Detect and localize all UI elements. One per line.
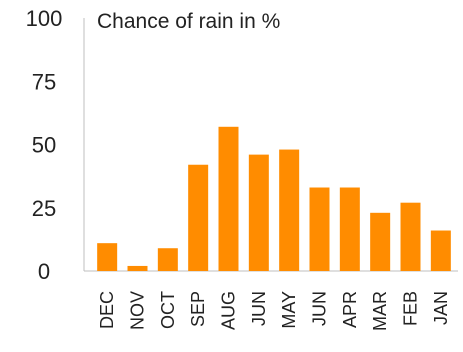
y-tick-label: 0 [38,259,50,284]
bar-feb [400,202,421,271]
bar-dec [97,243,118,271]
bar-jun [248,154,269,271]
x-tick-label: JUN [310,291,330,326]
bar-sep [188,164,209,271]
x-tick-label: JAN [431,291,451,325]
chart-title: Chance of rain in % [97,10,280,33]
x-tick-label: OCT [158,291,178,329]
bar-aug [218,126,239,271]
y-tick-label: 75 [32,69,56,94]
bar-jun [309,187,330,271]
bars [97,126,451,271]
x-tick-label: MAR [370,291,390,331]
x-tick-label: NOV [128,291,148,330]
x-tick-label: JUN [249,291,269,326]
x-tick-label: DEC [97,291,117,329]
bar-may [279,149,300,271]
x-tick-labels: DEC NOV OCT SEP AUG JUN MAY JUN APR MAR FEB JAN [97,291,451,331]
bar-apr [339,187,360,271]
bar-nov [127,265,148,271]
x-tick-label: FEB [401,291,421,326]
y-tick-label: 25 [32,196,56,221]
y-tick-label: 100 [26,6,63,31]
x-tick-label: APR [340,291,360,328]
bar-jan [430,230,451,271]
y-tick-labels: 0 25 50 75 100 [26,6,63,284]
x-tick-label: MAY [279,291,299,329]
y-tick-label: 50 [32,133,56,158]
bar-oct [157,248,178,271]
bar-mar [370,212,391,271]
x-tick-label: SEP [188,291,208,327]
x-tick-label: AUG [219,291,239,330]
